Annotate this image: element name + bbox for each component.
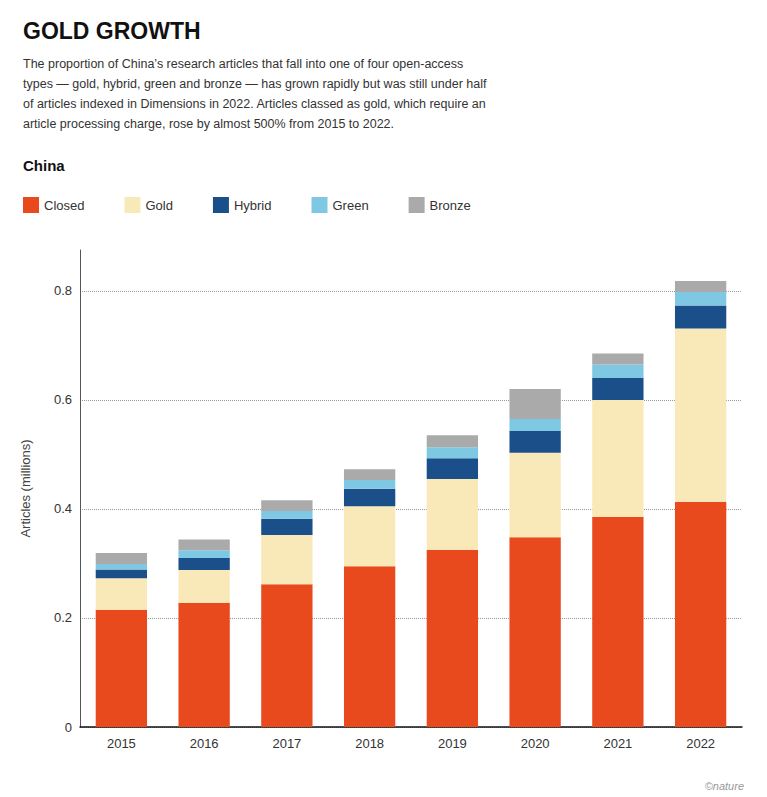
svg-text:Articles (millions): Articles (millions) bbox=[18, 439, 33, 537]
svg-text:of articles indexed in Dimensi: of articles indexed in Dimensions in 202… bbox=[23, 97, 486, 111]
svg-text:2015: 2015 bbox=[107, 736, 136, 751]
svg-text:2020: 2020 bbox=[521, 736, 550, 751]
svg-text:The proportion of China’s rese: The proportion of China’s research artic… bbox=[23, 57, 463, 71]
svg-text:Closed: Closed bbox=[44, 198, 84, 213]
svg-text:2017: 2017 bbox=[272, 736, 301, 751]
svg-text:types — gold, hybrid, green an: types — gold, hybrid, green and bronze —… bbox=[23, 77, 487, 91]
svg-text:Bronze: Bronze bbox=[430, 198, 471, 213]
svg-text:0.8: 0.8 bbox=[54, 283, 72, 298]
svg-text:0.4: 0.4 bbox=[54, 501, 72, 516]
svg-text:0: 0 bbox=[65, 720, 72, 735]
svg-text:0.2: 0.2 bbox=[54, 610, 72, 625]
svg-text:2021: 2021 bbox=[603, 736, 632, 751]
svg-text:article processing charge, ros: article processing charge, rose by almos… bbox=[23, 117, 394, 131]
svg-text:©nature: ©nature bbox=[705, 780, 744, 792]
svg-text:2019: 2019 bbox=[438, 736, 467, 751]
svg-text:0.6: 0.6 bbox=[54, 392, 72, 407]
svg-text:China: China bbox=[23, 157, 65, 174]
svg-text:Green: Green bbox=[332, 198, 368, 213]
svg-text:Hybrid: Hybrid bbox=[234, 198, 272, 213]
svg-text:2022: 2022 bbox=[686, 736, 715, 751]
svg-text:2018: 2018 bbox=[355, 736, 384, 751]
svg-text:Gold: Gold bbox=[145, 198, 172, 213]
svg-text:2016: 2016 bbox=[190, 736, 219, 751]
svg-text:GOLD GROWTH: GOLD GROWTH bbox=[23, 18, 201, 44]
